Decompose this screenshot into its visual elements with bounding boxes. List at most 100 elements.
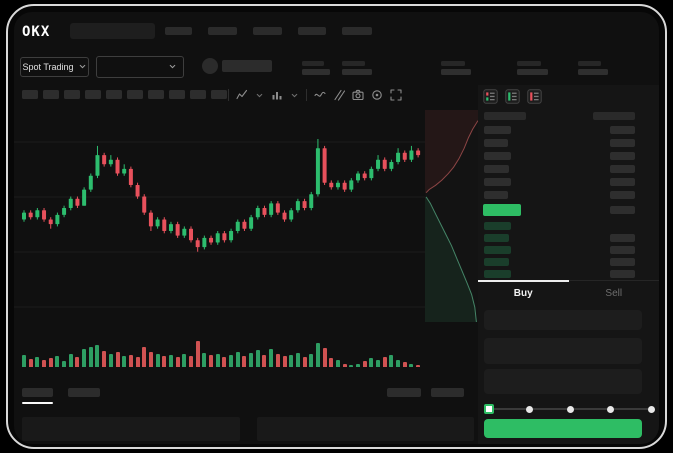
indicators-icon[interactable] (271, 89, 283, 101)
draw-tools-icon[interactable] (333, 89, 345, 101)
timeframe-button-placeholder[interactable] (169, 90, 185, 99)
tablet-frame: OKX Spot Trading (6, 4, 667, 449)
timeframe-button-placeholder[interactable] (190, 90, 206, 99)
volume-bar (142, 347, 147, 367)
volume-bar (95, 345, 100, 367)
volume-bar (335, 360, 340, 367)
volume-bar (356, 364, 360, 367)
bottom-action-placeholder[interactable] (431, 388, 464, 397)
ticker-stat-label-placeholder (342, 61, 365, 66)
volume-bar (135, 357, 140, 367)
okx-logo: OKX (22, 24, 51, 40)
volume-bar (62, 361, 67, 367)
slider-stop-dot[interactable] (526, 405, 533, 413)
volume-bar (148, 352, 153, 367)
chart-style-icon[interactable] (236, 89, 248, 101)
ask-amount-placeholder[interactable] (610, 126, 635, 134)
chevron-down-icon (291, 93, 298, 97)
pair-selector-dropdown[interactable] (96, 56, 184, 78)
slider-stop-dot[interactable] (607, 405, 614, 413)
bid-price-placeholder[interactable] (484, 246, 511, 254)
tab-sell[interactable]: Sell (605, 288, 623, 299)
ask-price-placeholder[interactable] (484, 165, 509, 173)
timeframe-button-placeholder[interactable] (64, 90, 80, 99)
bid-price-placeholder[interactable] (484, 258, 509, 266)
bid-amount-placeholder[interactable] (610, 234, 635, 242)
timeframe-button-placeholder[interactable] (211, 90, 227, 99)
orderbook-amount-header (593, 112, 635, 120)
buy-submit-button[interactable] (484, 419, 642, 438)
volume-bar (182, 354, 187, 367)
book-combined-icon[interactable] (483, 89, 498, 104)
volume-bar (128, 355, 133, 367)
volume-bar (22, 355, 26, 367)
slider-stop-dot[interactable] (647, 405, 655, 413)
ask-amount-placeholder[interactable] (610, 165, 635, 173)
nav-item-placeholder[interactable] (342, 27, 372, 35)
ticker-stat-label-placeholder (578, 61, 601, 66)
book-bids-icon[interactable] (505, 89, 520, 104)
timeframe-button-placeholder[interactable] (127, 90, 143, 99)
ask-price-placeholder[interactable] (484, 139, 508, 147)
ask-price-placeholder[interactable] (484, 178, 511, 186)
timeframe-button-placeholder[interactable] (43, 90, 59, 99)
camera-icon[interactable] (352, 89, 364, 101)
bottom-tab-active-placeholder[interactable] (22, 388, 53, 397)
bid-amount-placeholder[interactable] (610, 258, 635, 266)
order-price-input[interactable] (484, 310, 642, 330)
ask-amount-placeholder[interactable] (610, 139, 635, 147)
nav-item-placeholder[interactable] (298, 27, 326, 35)
volume-bar (75, 357, 80, 367)
volume-bar (269, 349, 274, 367)
slider-stop-dot[interactable] (566, 405, 574, 413)
ask-amount-placeholder[interactable] (610, 178, 635, 186)
order-total-input[interactable] (484, 369, 642, 394)
timeframe-button-placeholder[interactable] (85, 90, 101, 99)
ticker-stat-label-placeholder (517, 61, 541, 66)
ticker-stat-value-placeholder (302, 69, 330, 75)
volume-bar (102, 351, 107, 367)
depth-chart[interactable] (425, 110, 478, 322)
last-price-badge (483, 204, 521, 216)
slider-handle[interactable] (484, 403, 494, 414)
bottom-tab-placeholder[interactable] (68, 388, 100, 397)
bid-amount-placeholder[interactable] (610, 246, 635, 254)
ticker-stat-value-placeholder (441, 69, 471, 75)
ask-price-placeholder[interactable] (484, 126, 511, 134)
line-tool-icon[interactable] (314, 89, 326, 101)
nav-item-placeholder[interactable] (208, 27, 237, 35)
ask-price-placeholder[interactable] (484, 191, 508, 199)
volume-bar (48, 358, 53, 367)
volume-bar (329, 358, 334, 367)
book-asks-icon[interactable] (527, 89, 542, 104)
amount-percent-slider[interactable] (484, 400, 655, 418)
bottom-action-placeholder[interactable] (387, 388, 421, 397)
ask-price-placeholder[interactable] (484, 152, 511, 160)
candlestick-chart[interactable] (14, 108, 476, 344)
volume-bar (369, 358, 374, 367)
tab-buy[interactable]: Buy (478, 280, 569, 306)
nav-item-placeholder[interactable] (165, 27, 192, 35)
volume-bar (28, 359, 33, 367)
ask-amount-placeholder[interactable] (610, 191, 635, 199)
volume-bar (409, 364, 414, 367)
ask-amount-placeholder[interactable] (610, 152, 635, 160)
market-type-dropdown[interactable]: Spot Trading (20, 57, 89, 77)
order-amount-input[interactable] (484, 338, 642, 364)
volume-bar (189, 356, 193, 367)
bid-price-placeholder[interactable] (484, 222, 511, 230)
volume-bar (168, 355, 173, 367)
timeframe-button-placeholder[interactable] (148, 90, 164, 99)
search-input[interactable] (70, 23, 155, 39)
volume-bar (88, 347, 93, 367)
nav-item-placeholder[interactable] (253, 27, 282, 35)
timeframe-button-placeholder[interactable] (106, 90, 122, 99)
settings-icon[interactable] (371, 89, 383, 101)
bid-price-placeholder[interactable] (484, 234, 509, 242)
volume-bar (255, 350, 260, 367)
bid-amount-placeholder[interactable] (610, 270, 635, 278)
bid-price-placeholder[interactable] (484, 270, 511, 278)
timeframe-button-placeholder[interactable] (22, 90, 38, 99)
fullscreen-icon[interactable] (390, 89, 402, 101)
